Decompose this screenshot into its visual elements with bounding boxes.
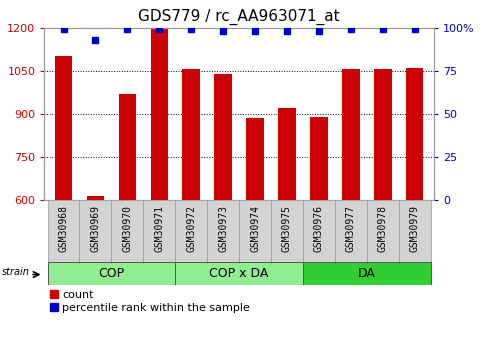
Text: GSM30973: GSM30973 (218, 205, 228, 252)
Text: DA: DA (358, 267, 376, 280)
Text: strain: strain (2, 267, 30, 277)
Bar (175, 200, 207, 262)
Bar (143, 200, 175, 262)
Bar (150, 28, 168, 200)
Bar (310, 117, 328, 200)
Text: COP: COP (98, 267, 124, 280)
Bar (278, 108, 296, 200)
Text: GSM30971: GSM30971 (154, 205, 164, 252)
Text: GSM30970: GSM30970 (122, 205, 133, 252)
Text: GSM30979: GSM30979 (410, 205, 420, 252)
Bar (367, 200, 399, 262)
Bar (214, 73, 232, 200)
Bar (303, 262, 431, 285)
Bar (303, 200, 335, 262)
Text: GSM30976: GSM30976 (314, 205, 324, 252)
Text: GSM30969: GSM30969 (90, 205, 101, 252)
Text: COP x DA: COP x DA (210, 267, 269, 280)
Bar (47, 262, 175, 285)
Legend: count, percentile rank within the sample: count, percentile rank within the sample (50, 290, 250, 313)
Bar (207, 200, 239, 262)
Bar (335, 200, 367, 262)
Text: GSM30968: GSM30968 (59, 205, 69, 252)
Text: GSM30972: GSM30972 (186, 205, 196, 252)
Bar (342, 69, 359, 200)
Bar (111, 200, 143, 262)
Bar (175, 262, 303, 285)
Bar (79, 200, 111, 262)
Bar (271, 200, 303, 262)
Bar (399, 200, 431, 262)
Bar (246, 118, 264, 200)
Bar (374, 69, 391, 200)
Text: GSM30978: GSM30978 (378, 205, 388, 252)
Title: GDS779 / rc_AA963071_at: GDS779 / rc_AA963071_at (139, 9, 340, 25)
Bar (87, 196, 104, 200)
Bar (406, 68, 423, 200)
Text: GSM30975: GSM30975 (282, 205, 292, 252)
Bar (239, 200, 271, 262)
Bar (182, 69, 200, 200)
Bar (119, 94, 136, 200)
Text: GSM30974: GSM30974 (250, 205, 260, 252)
Bar (55, 56, 72, 200)
Text: GSM30977: GSM30977 (346, 205, 356, 252)
Bar (47, 200, 79, 262)
